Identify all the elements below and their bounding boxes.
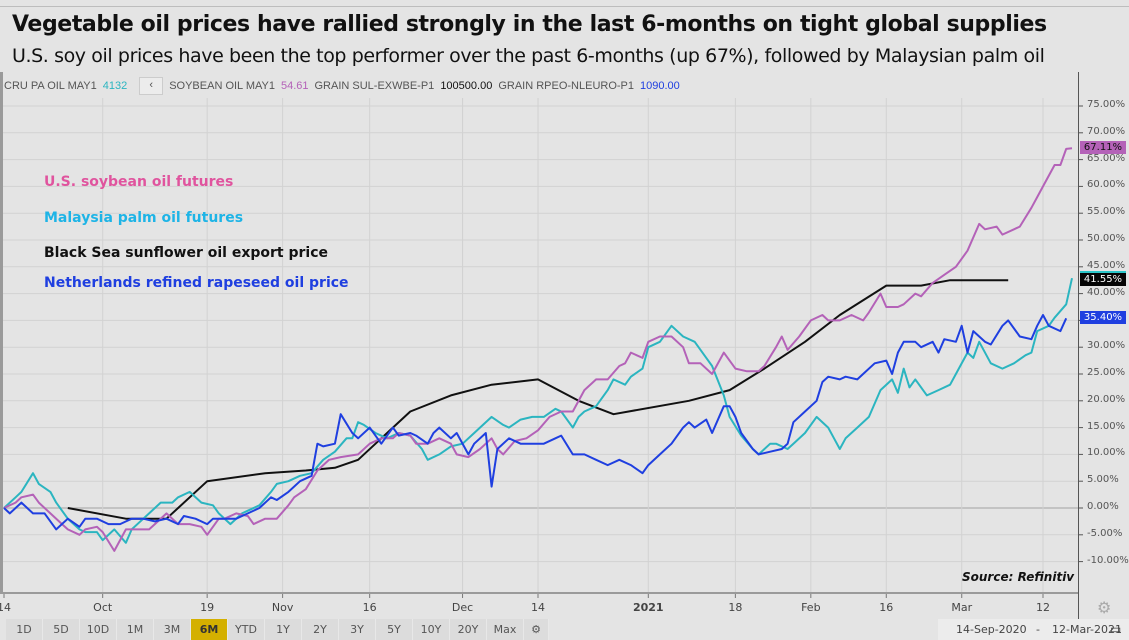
x-tick-label: 14: [0, 601, 11, 614]
gridlines: [3, 98, 1083, 598]
y-tick-label: 0.00%: [1087, 501, 1119, 512]
range-button-20y[interactable]: 20Y: [450, 619, 487, 640]
series-label-palm: Malaysia palm oil futures: [44, 210, 244, 226]
gear-icon[interactable]: ⚙: [1097, 600, 1112, 617]
range-button-3y[interactable]: 3Y: [339, 619, 376, 640]
series-label-soybean: U.S. soybean oil futures: [44, 174, 234, 190]
y-tick-label: 65.00%: [1087, 152, 1126, 164]
y-tick-label: 40.00%: [1087, 286, 1126, 298]
x-tick-label: 16: [362, 601, 377, 614]
date-range-separator: -: [1036, 623, 1040, 636]
x-axis: [0, 592, 1078, 594]
range-button-3m[interactable]: 3M: [154, 619, 191, 640]
left-edge-bar: [0, 72, 3, 592]
y-tick-label: 5.00%: [1087, 474, 1119, 486]
instrument-value: 54.61: [280, 80, 309, 92]
y-tick-label: 20.00%: [1087, 393, 1126, 405]
y-tick-label: 60.00%: [1087, 179, 1126, 191]
date-range-end[interactable]: 12-Mar-2021: [1052, 623, 1122, 636]
y-tick-label: 15.00%: [1087, 420, 1126, 432]
last-value-badge: 41.55%: [1080, 273, 1126, 287]
instrument-name[interactable]: GRAIN SUL-EXWBE-P1: [314, 80, 435, 92]
source-note: Source: Refinitiv: [962, 570, 1075, 584]
range-button-1m[interactable]: 1M: [117, 619, 154, 640]
x-tick-label: 19: [200, 601, 215, 614]
series-line-u-s-soybean-oil-futures: [3, 147, 1073, 552]
series-line-malaysia-palm-oil-futures: [3, 277, 1073, 544]
chart-subtitle: U.S. soy oil prices have been the top pe…: [12, 45, 1045, 67]
y-tick-label: 30.00%: [1087, 340, 1126, 352]
last-value-badge: 35.40%: [1080, 311, 1126, 325]
range-button-10y[interactable]: 10Y: [413, 619, 450, 640]
range-selector: 1D 5D 10D 1M 3M 6M YTD 1Y 2Y 3Y 5Y 10Y 20Y Max ⚙: [6, 619, 549, 640]
range-button-1y[interactable]: 1Y: [265, 619, 302, 640]
instrument-value: 1090.00: [640, 80, 680, 92]
range-button-max[interactable]: Max: [487, 619, 524, 640]
x-tick-label: Feb: [801, 601, 821, 614]
series-line-netherlands-refined-rapeseed-oil-price: [3, 314, 1068, 531]
last-value-badge: 67.11%: [1080, 141, 1126, 155]
y-tick-label: 25.00%: [1087, 367, 1126, 378]
x-tick-label: 2021: [632, 601, 664, 614]
instrument-bar: CRU PA OIL MAY1 4132 ‹ SOYBEAN OIL MAY1 …: [4, 76, 686, 96]
range-button-ytd[interactable]: YTD: [228, 619, 265, 640]
x-tick-label: 16: [879, 601, 894, 614]
y-tick-label: -10.00%: [1087, 554, 1129, 566]
top-divider: [0, 6, 1129, 7]
range-button-6m[interactable]: 6M: [191, 619, 228, 640]
y-axis: [1078, 72, 1079, 624]
date-range[interactable]: 14-Sep-2020 - 12-Mar-2021 ▭: [938, 619, 1129, 640]
x-tick-label: Mar: [951, 601, 973, 614]
x-tick-label: Nov: [271, 601, 294, 614]
x-tick-label: Oct: [93, 601, 113, 614]
series-label-sunflower: Black Sea sunflower oil export price: [44, 245, 329, 261]
range-button-10d[interactable]: 10D: [80, 619, 117, 640]
instrument-name[interactable]: GRAIN RPEO-NLEURO-P1: [498, 80, 635, 92]
range-button-5y[interactable]: 5Y: [376, 619, 413, 640]
series-line-black-sea-sunflower-oil-export-price: [67, 279, 1009, 520]
date-range-start[interactable]: 14-Sep-2020: [956, 623, 1027, 636]
x-tick-label: 18: [728, 601, 743, 614]
instrument-name[interactable]: CRU PA OIL MAY1: [4, 80, 97, 92]
series-label-rapeseed: Netherlands refined rapeseed oil price: [44, 275, 349, 291]
x-tick-label: 14: [531, 601, 545, 614]
range-button-2y[interactable]: 2Y: [302, 619, 339, 640]
y-tick-label: -5.00%: [1087, 527, 1123, 539]
calendar-icon[interactable]: ▭: [1110, 622, 1122, 636]
y-tick-label: 45.00%: [1087, 259, 1126, 271]
instrument-value: 4132: [102, 80, 128, 92]
x-tick-label: Dec: [451, 601, 474, 614]
y-tick-label: 70.00%: [1087, 125, 1126, 137]
instrument-name[interactable]: SOYBEAN OIL MAY1: [169, 80, 275, 92]
range-button-5d[interactable]: 5D: [43, 619, 80, 640]
x-tick-label: 12: [1036, 601, 1050, 614]
gear-icon[interactable]: ⚙: [524, 619, 549, 640]
y-tick-label: 50.00%: [1087, 233, 1126, 244]
range-button-1d[interactable]: 1D: [6, 619, 43, 640]
chevron-left-icon[interactable]: ‹: [139, 77, 164, 95]
instrument-value: 100500.00: [440, 80, 493, 92]
y-tick-label: 55.00%: [1087, 206, 1126, 218]
y-tick-label: 10.00%: [1087, 447, 1126, 459]
series-lines: [3, 147, 1073, 552]
chart-title: Vegetable oil prices have rallied strong…: [12, 12, 1047, 37]
y-tick-label: 75.00%: [1087, 99, 1126, 110]
